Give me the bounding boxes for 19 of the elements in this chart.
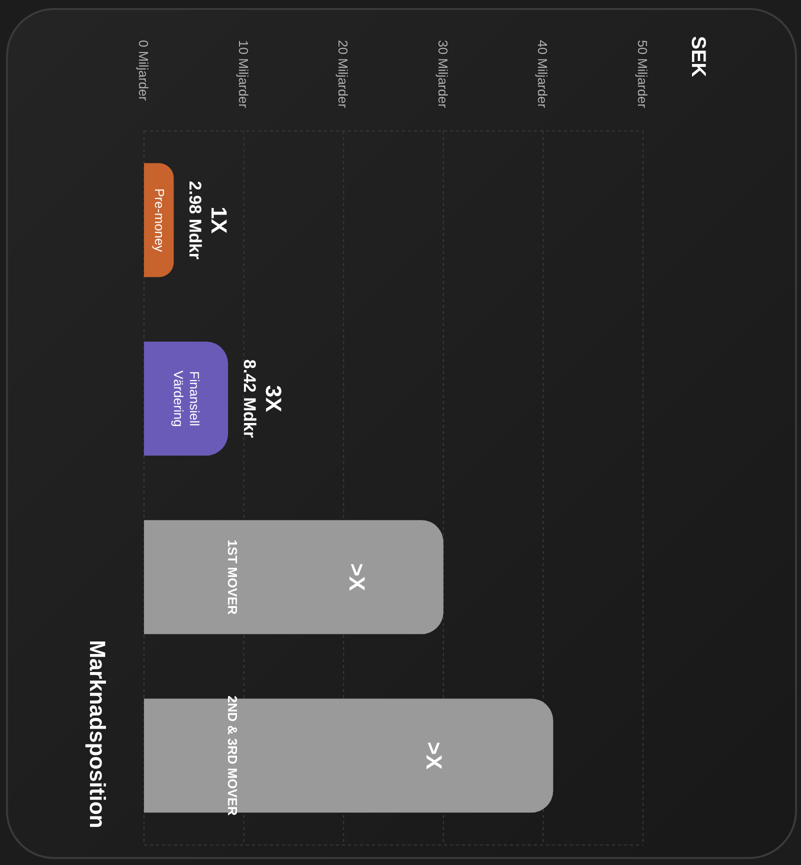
text: SEK — [686, 36, 709, 78]
data-label: 1X 2.98 Mdkr — [186, 180, 232, 260]
x-tick-label: 30 Miljarder — [435, 40, 450, 109]
bar — [144, 163, 174, 278]
x-tick-label: 20 Miljarder — [336, 40, 351, 109]
x-tick-label: 50 Miljarder — [635, 40, 650, 109]
bar — [144, 342, 228, 456]
data-label: 3X 8.42 Mdkr — [240, 359, 286, 438]
y-tick-label: Finansiell Värdering — [171, 370, 202, 427]
y-tick-label: 1ST MOVER — [225, 540, 240, 616]
y-axis-title: Marknadsposition — [84, 640, 110, 828]
data-label: >X — [344, 563, 370, 592]
y-tick-label: 2ND & 3RD MOVER — [225, 696, 240, 816]
y-tick-label: Pre-money — [152, 188, 167, 252]
bar — [144, 520, 444, 634]
x-tick-label: 0 Miljarder — [136, 40, 151, 102]
x-tick-label: 40 Miljarder — [535, 40, 550, 109]
data-label: >X — [421, 742, 446, 770]
x-tick-label: 10 Miljarder — [236, 40, 251, 109]
